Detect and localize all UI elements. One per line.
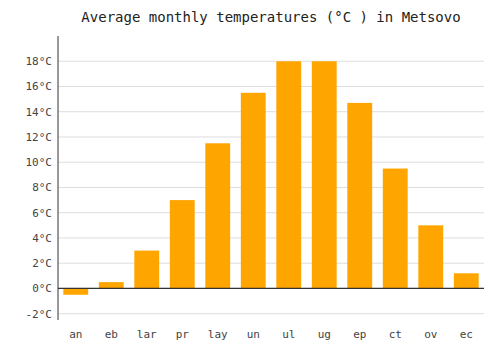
- grid-line: [58, 86, 484, 87]
- bars: [63, 61, 478, 295]
- x-tick-label: ct: [389, 328, 402, 341]
- title: Average monthly temperatures (°C ) in Me…: [81, 9, 460, 25]
- grid-line: [58, 313, 484, 314]
- bar: [276, 61, 301, 288]
- bar: [454, 273, 479, 288]
- y-tick-label: 8°C: [32, 181, 52, 194]
- grid-line: [58, 111, 484, 112]
- x-tick-label: eb: [105, 328, 118, 341]
- x-tick-label: lay: [208, 328, 228, 341]
- chart: Average monthly temperatures (°C ) in Me…: [0, 0, 500, 350]
- grid-line: [58, 187, 484, 188]
- y-tick-label: 16°C: [26, 80, 53, 93]
- bar: [383, 169, 408, 289]
- x-tick-label: ov: [424, 328, 438, 341]
- bar: [63, 288, 88, 294]
- grid-line: [58, 212, 484, 213]
- x-tick-label: ul: [282, 328, 295, 341]
- bar: [241, 93, 266, 289]
- grid-line: [58, 162, 484, 163]
- grid: [58, 61, 484, 313]
- x-tick-label: ec: [460, 328, 473, 341]
- y-tick-label: 6°C: [32, 207, 52, 220]
- baseline: [58, 288, 484, 289]
- bar: [418, 225, 443, 288]
- y-tick-label: 10°C: [26, 156, 53, 169]
- y-tick-label: 2°C: [32, 257, 52, 270]
- x-tick-label: pr: [176, 328, 190, 341]
- x-tick-label: ug: [318, 328, 331, 341]
- grid-line: [58, 61, 484, 62]
- bar: [99, 282, 124, 288]
- y-tick-label: 12°C: [26, 131, 53, 144]
- x-tick-label: ep: [353, 328, 366, 341]
- grid-line: [58, 136, 484, 137]
- bar: [347, 103, 372, 289]
- y-tick-label: -2°C: [26, 308, 53, 321]
- grid-line: [58, 288, 484, 289]
- y-tick-label: 14°C: [26, 106, 53, 119]
- y-tick-label: 0°C: [32, 282, 52, 295]
- bar: [312, 61, 337, 288]
- bar: [170, 200, 195, 288]
- x-tick-label: an: [69, 328, 82, 341]
- x-tick-label: lar: [137, 328, 157, 341]
- y-tick-label: 4°C: [32, 232, 52, 245]
- bar: [134, 251, 159, 289]
- bar: [205, 143, 230, 288]
- x-tick-label: un: [247, 328, 260, 341]
- y-tick-label: 18°C: [26, 55, 53, 68]
- y-axis-line: [58, 36, 59, 320]
